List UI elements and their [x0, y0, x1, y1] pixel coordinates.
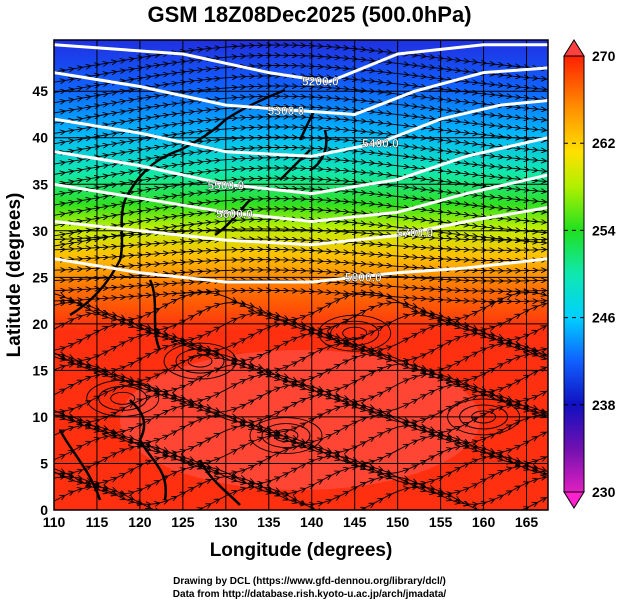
y-tick-label: 40 [32, 130, 48, 146]
y-tick-label: 10 [32, 409, 48, 425]
colorbar-scale [563, 55, 585, 493]
contour-line [54, 43, 548, 84]
streamline-eddy [261, 423, 311, 448]
colorbar-tick-label: 238 [592, 397, 616, 413]
coastline [58, 88, 328, 506]
x-axis-ticks: 110 115 120 125 130 135 140 145 150 155 160 165 [43, 514, 539, 530]
x-tick-label: 135 [257, 514, 281, 530]
contour-line [54, 206, 548, 247]
plot-area: 5200.0 5300.0 5400.0 5500.0 5600.0 5700.0 5800… [54, 40, 548, 510]
x-tick-label: 165 [515, 514, 539, 530]
x-tick-label: 150 [386, 514, 410, 530]
contour-label: 5500.0 [207, 178, 244, 192]
y-tick-label: 30 [32, 223, 48, 239]
streamline-eddy [175, 348, 225, 374]
height-contours: 5200.0 5300.0 5400.0 5500.0 5600.0 5700.0 5800… [54, 43, 548, 285]
contour-label: 5400.0 [362, 136, 399, 150]
credit-data: Data from http://database.rish.kyoto-u.a… [172, 589, 447, 600]
contour-line [54, 99, 548, 158]
colorbar-tick-label: 270 [592, 48, 616, 64]
streamline-eddy [273, 429, 299, 442]
colorbar-tick-label: 246 [592, 310, 616, 326]
y-tick-label: 25 [32, 269, 48, 285]
streamline-eddy [98, 385, 148, 411]
x-tick-label: 115 [86, 514, 109, 530]
colorbar-max-arrow [563, 39, 585, 57]
contour-label: 5600.0 [216, 207, 253, 221]
y-tick-label: 5 [40, 455, 48, 471]
chart-title: GSM 18Z08Dec2025 (500.0hPa) [147, 2, 472, 27]
colorbar: 230 238 246 254 262 270 [563, 39, 616, 509]
y-tick-label: 35 [32, 176, 48, 192]
streamline-eddy [86, 379, 160, 417]
plot-frame [53, 39, 549, 511]
x-tick-label: 130 [214, 514, 238, 530]
x-tick-label: 140 [300, 514, 324, 530]
y-axis-ticks: 0 5 10 15 20 25 30 35 40 45 [32, 83, 48, 518]
contour-line [54, 173, 548, 223]
y-tick-label: 45 [32, 83, 48, 99]
x-tick-label: 145 [343, 514, 367, 530]
streamline-eddy [163, 342, 237, 380]
contour-label: 5700.0 [396, 226, 433, 240]
x-tick-label: 155 [429, 514, 453, 530]
y-tick-label: 20 [32, 316, 48, 332]
credit-drawing: Drawing by DCL (https://www.gfd-dennou.o… [173, 576, 446, 587]
contour-label: 5800.0 [345, 270, 382, 284]
colorbar-tick-label: 262 [592, 135, 616, 151]
x-tick-label: 160 [472, 514, 496, 530]
y-tick-label: 15 [32, 362, 48, 378]
colorbar-tick-label: 230 [592, 484, 616, 500]
contour-line [54, 66, 548, 116]
x-tick-label: 120 [128, 514, 152, 530]
streamline-eddy [249, 417, 323, 454]
y-tick-label: 0 [40, 502, 48, 518]
contour-line [54, 257, 548, 284]
streamline-eddy [187, 354, 213, 368]
x-tick-label: 125 [171, 514, 195, 530]
contour-line [54, 136, 548, 196]
x-axis-label: Longitude (degrees) [210, 540, 393, 561]
contour-label: 5300.0 [268, 104, 305, 118]
colorbar-min-arrow [563, 491, 585, 509]
x-tick-label: 110 [43, 514, 66, 530]
y-axis-label: Latitude (degrees) [4, 193, 25, 358]
streamline-eddy [110, 391, 136, 405]
contour-label: 5200.0 [302, 75, 339, 89]
colorbar-tick-label: 254 [592, 222, 616, 238]
